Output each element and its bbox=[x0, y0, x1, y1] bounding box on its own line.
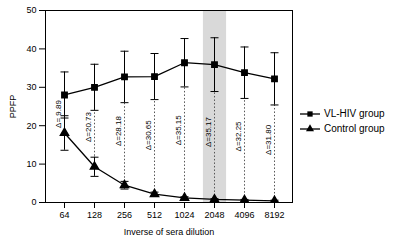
svg-text:Δ=20.73: Δ=20.73 bbox=[84, 111, 93, 142]
html-text:Control group: Control group bbox=[324, 123, 385, 134]
svg-text:Δ=35.17: Δ=35.17 bbox=[204, 116, 213, 147]
svg-text:Δ=30.65: Δ=30.65 bbox=[144, 120, 153, 151]
svg-text:Inverse of sera dilution: Inverse of sera dilution bbox=[124, 227, 215, 237]
svg-text:8192: 8192 bbox=[264, 210, 284, 220]
svg-text:0: 0 bbox=[31, 197, 36, 207]
svg-text:64: 64 bbox=[59, 210, 69, 220]
svg-text:40: 40 bbox=[26, 44, 36, 54]
svg-text:256: 256 bbox=[117, 210, 132, 220]
svg-text:4096: 4096 bbox=[234, 210, 254, 220]
svg-text:Δ=31.80: Δ=31.80 bbox=[264, 124, 273, 155]
svg-text:1024: 1024 bbox=[174, 210, 194, 220]
svg-text:PPFP: PPFP bbox=[8, 95, 18, 119]
svg-text:Δ=32.25: Δ=32.25 bbox=[234, 121, 243, 152]
svg-text:Δ= 9.89: Δ= 9.89 bbox=[54, 100, 63, 128]
svg-text:Δ=28.18: Δ=28.18 bbox=[114, 116, 123, 147]
svg-text:20: 20 bbox=[26, 121, 36, 131]
svg-text:512: 512 bbox=[147, 210, 162, 220]
svg-text:128: 128 bbox=[87, 210, 102, 220]
svg-text:30: 30 bbox=[26, 82, 36, 92]
svg-text:10: 10 bbox=[26, 159, 36, 169]
svg-text:2048: 2048 bbox=[204, 210, 224, 220]
html-text:VL-HIV group: VL-HIV group bbox=[324, 108, 385, 119]
svg-text:50: 50 bbox=[26, 5, 36, 15]
svg-text:Δ=35.15: Δ=35.15 bbox=[174, 115, 183, 146]
